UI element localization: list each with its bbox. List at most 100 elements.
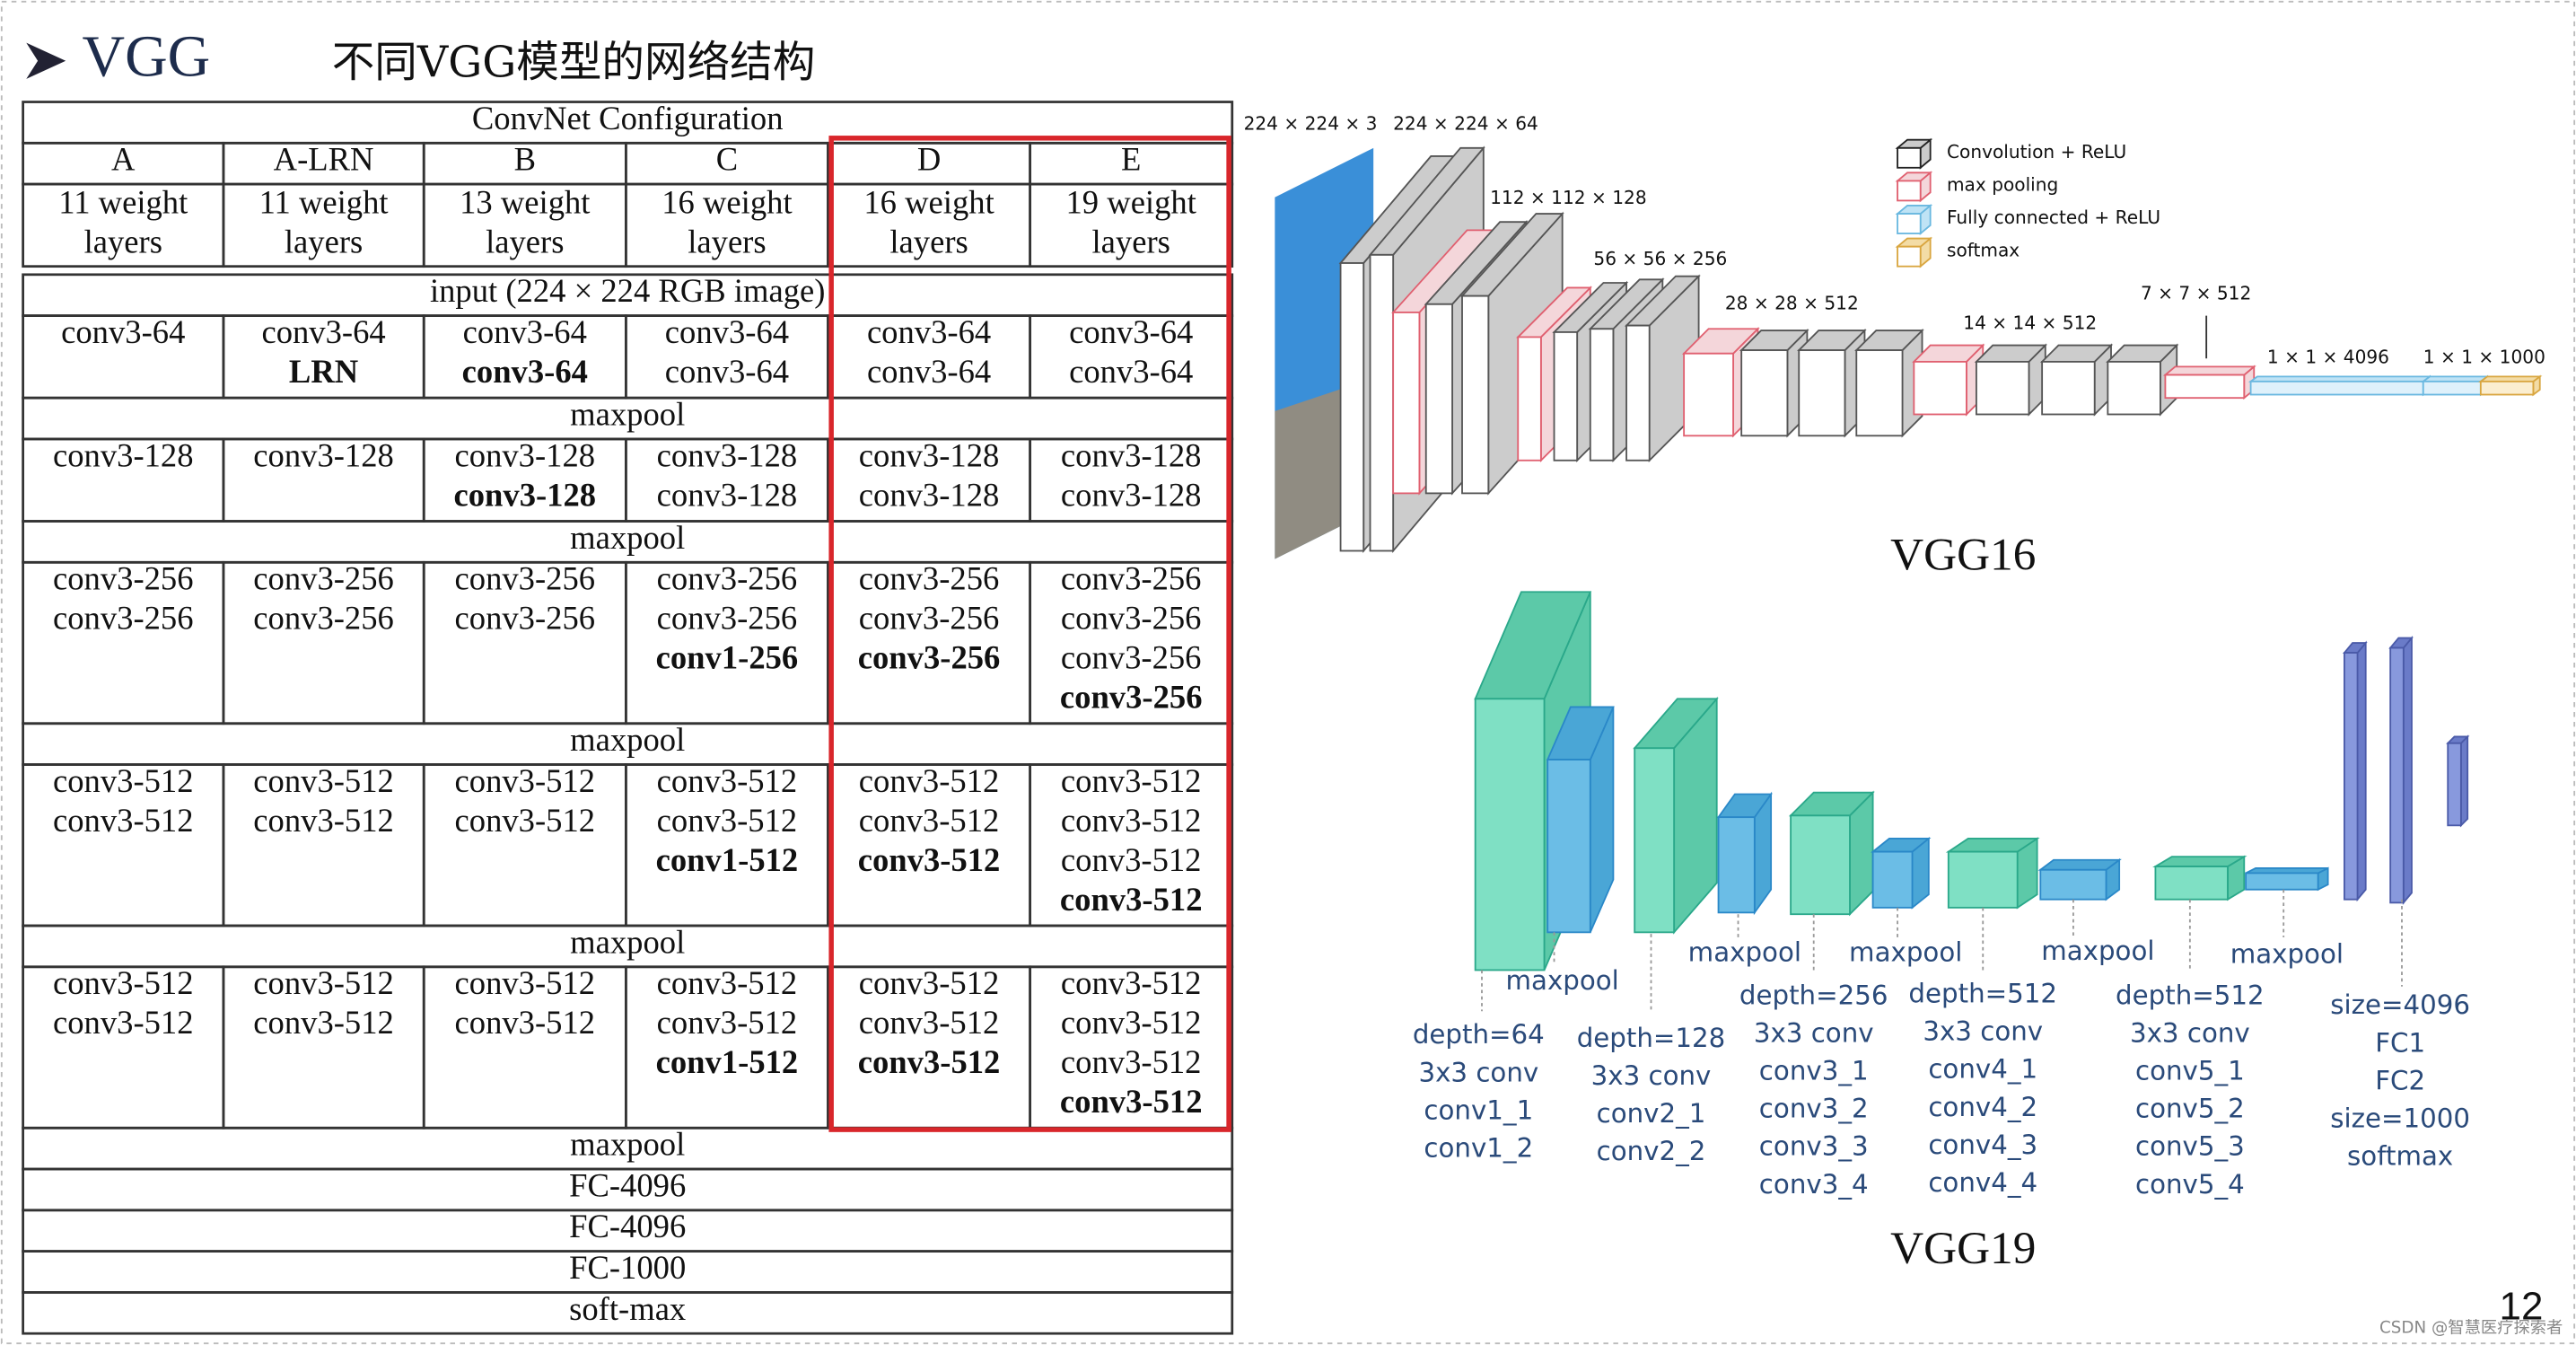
cell-text: conv3-256 [657, 600, 798, 637]
layer-top [2152, 856, 2247, 868]
size-label: 1 × 1 × 1000 [2423, 347, 2545, 368]
cell-text: maxpool [570, 721, 685, 758]
cell-text: conv3-64 [1069, 353, 1193, 390]
layer-side [2356, 640, 2367, 902]
cell-text: layers [486, 223, 564, 259]
table-cell [1029, 182, 1234, 268]
layer-front [2164, 374, 2246, 400]
cell-text: conv3-512 [859, 1004, 1000, 1041]
cell-text: conv3-64 [462, 353, 588, 390]
legend-label: max pooling [1947, 173, 2058, 195]
layer-front [1589, 328, 1615, 462]
group-label: 3x3 conv [1754, 1017, 1874, 1048]
group-label: 3x3 conv [1418, 1057, 1538, 1087]
cell-text: conv3-512 [53, 964, 194, 1001]
layer-front [2039, 868, 2107, 901]
cell-text: 11 weight [58, 183, 188, 220]
cell-text: FC-4096 [569, 1166, 686, 1203]
cell-text: conv3-512 [253, 1004, 394, 1041]
layer-front [1546, 759, 1591, 934]
cell-text: 19 weight [1066, 183, 1196, 220]
cell-text: conv3-256 [859, 560, 1000, 597]
cell-text: conv3-256 [859, 600, 1000, 637]
layer-front [1976, 360, 2030, 416]
cell-text: conv3-128 [657, 476, 798, 513]
layer-front [1553, 331, 1579, 462]
group-label: conv3_1 [1759, 1056, 1869, 1086]
cell-text: layers [285, 223, 363, 259]
group-label: 3x3 conv [2130, 1017, 2250, 1048]
group-label: conv5_2 [2135, 1094, 2245, 1124]
layer-side [2459, 734, 2469, 828]
group-label: conv1_2 [1424, 1133, 1533, 1164]
layer-front [2107, 360, 2161, 416]
cell-text: conv3-512 [455, 762, 596, 799]
cell-text: conv3-512 [1061, 762, 1202, 799]
cell-text: conv3-64 [61, 313, 185, 350]
cell-text: conv3-64 [867, 353, 991, 390]
cell-text: conv3-128 [455, 436, 596, 473]
group-label: softmax [2347, 1141, 2453, 1172]
layer-front [1897, 146, 1922, 169]
cell-text: conv3-64 [665, 353, 789, 390]
cell-text: conv3-512 [1061, 1004, 1202, 1041]
cell-text: A-LRN [274, 141, 374, 178]
cell-text: conv3-512 [53, 1004, 194, 1041]
layer-front [1855, 349, 1904, 437]
cell-text: conv3-512 [1061, 802, 1202, 839]
group-label: conv2_2 [1597, 1136, 1706, 1166]
layer-front [2249, 380, 2424, 396]
size-label: 14 × 14 × 512 [1963, 312, 2097, 333]
layer-front [1474, 698, 1546, 971]
layer-front [2154, 866, 2229, 901]
group-label: conv3_4 [1759, 1169, 1869, 1200]
cell-text: conv3-512 [1060, 1083, 1203, 1120]
cell-text: conv3-256 [455, 560, 596, 597]
group-label: size=4096 [2330, 989, 2470, 1020]
cell-text: conv3-512 [657, 762, 798, 799]
cell-text: conv3-512 [657, 964, 798, 1001]
layer-front [2422, 380, 2482, 396]
cell-text: conv3-128 [1061, 436, 1202, 473]
vgg16-title: VGG16 [1890, 529, 2036, 580]
size-label: 28 × 28 × 512 [1725, 292, 1859, 313]
bullet-arrow [26, 42, 66, 79]
layer-front [2041, 360, 2096, 416]
cell-text: conv3-256 [657, 560, 798, 597]
group-label: 3x3 conv [1591, 1060, 1712, 1091]
cell-text: conv3-256 [253, 600, 394, 637]
cell-text: conv3-512 [657, 1004, 798, 1041]
cell-text: E [1121, 141, 1141, 178]
highlight-box [828, 136, 1231, 1132]
cell-text: conv3-128 [657, 436, 798, 473]
cell-text: conv3-512 [858, 1043, 1001, 1080]
layer-front [1517, 336, 1542, 462]
cell-text: conv3-512 [1060, 881, 1203, 918]
cell-text: conv3-128 [253, 436, 394, 473]
cell-text: conv3-512 [53, 802, 194, 839]
layer-front [1634, 747, 1676, 934]
group-label: FC1 [2375, 1027, 2425, 1058]
cell-text: conv3-256 [1061, 560, 1202, 597]
vgg16-diagram: 224 × 224 × 3 224 × 224 × 64 112 × 112 × 1… [1244, 113, 2545, 559]
cell-text: conv3-256 [1061, 600, 1202, 637]
cell-text: conv3-64 [463, 313, 587, 350]
group-label: conv2_1 [1597, 1098, 1706, 1129]
cell-text: conv3-64 [867, 313, 991, 350]
cell-text: B [514, 141, 536, 178]
group-label: conv1_1 [1424, 1094, 1533, 1125]
layer-front [2344, 652, 2359, 901]
legend-label: Fully connected + ReLU [1947, 207, 2160, 228]
watermark: CSDN @智慧医疗探索者 [2379, 1319, 2563, 1338]
group-label: conv4_2 [1928, 1092, 2037, 1122]
cell-text: conv3-512 [253, 762, 394, 799]
cell-text: conv1-256 [656, 639, 799, 676]
layer-front [1913, 360, 1967, 416]
size-label: 112 × 112 × 128 [1490, 187, 1647, 208]
group-label: depth=128 [1577, 1023, 1726, 1053]
vgg19-diagram: maxpool maxpool maxpool maxpool maxpool depth… [1413, 591, 2470, 1200]
layer-front [1461, 294, 1490, 495]
group-label: FC2 [2375, 1065, 2425, 1095]
group-label: size=1000 [2330, 1103, 2470, 1134]
